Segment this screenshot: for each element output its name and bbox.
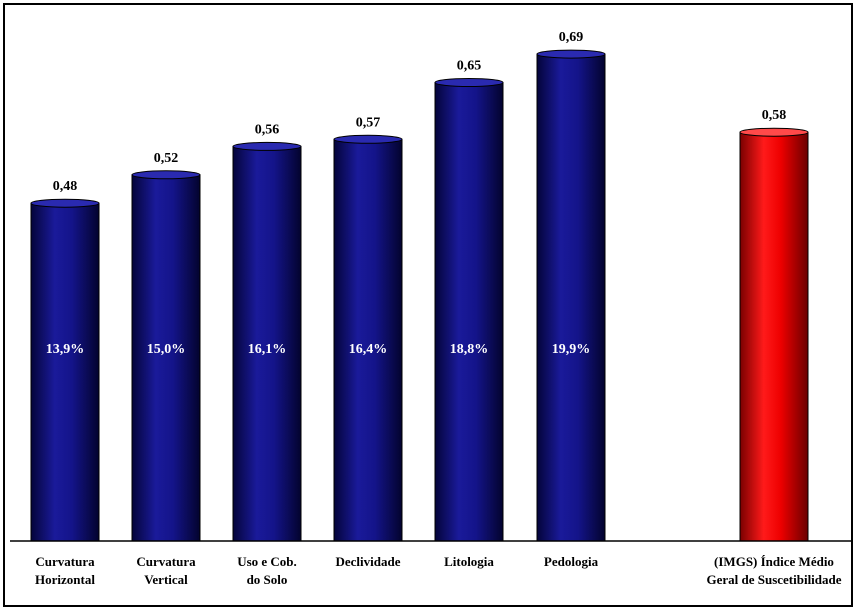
- percent-label-2: 16,1%: [248, 342, 287, 357]
- bar-3: [333, 138, 403, 542]
- category-label-1-1: Vertical: [144, 572, 188, 587]
- category-label-0-1: Horizontal: [35, 572, 95, 587]
- value-label-1: 0,52: [154, 151, 179, 166]
- value-label-3: 0,57: [356, 115, 381, 130]
- value-label-2: 0,56: [255, 122, 280, 137]
- chart-frame: 0,48 13,9% Curvatura Horizontal 0,52 15,0% Cur…: [3, 3, 853, 607]
- category-label-0-0: Curvatura: [35, 554, 95, 569]
- category-label-6-0: (IMGS) Índice Médio: [714, 554, 834, 569]
- bar-1: [131, 174, 201, 542]
- bar-chart: 0,48 13,9% Curvatura Horizontal 0,52 15,0% Cur…: [10, 30, 851, 587]
- bar-cap-3: [333, 134, 403, 144]
- category-label-1-0: Curvatura: [136, 554, 196, 569]
- bar-cap-4: [434, 78, 504, 87]
- bar-4: [434, 82, 504, 542]
- category-label-6-1: Geral de Suscetibilidade: [706, 572, 841, 587]
- category-label-2-0: Uso e Cob.: [237, 554, 297, 569]
- labels-layer: 0,48 13,9% Curvatura Horizontal 0,52 15,0% Cur…: [35, 30, 842, 587]
- bar-cap-2: [232, 141, 302, 151]
- bars-layer: [30, 49, 809, 542]
- bar-cap-5: [536, 49, 606, 59]
- category-label-4-0: Litologia: [444, 554, 494, 569]
- value-label-5: 0,69: [559, 30, 584, 45]
- bar-cap-6: [739, 127, 809, 137]
- bar-6: [739, 131, 809, 542]
- value-label-0: 0,48: [53, 179, 78, 194]
- category-label-3-0: Declividade: [336, 554, 401, 569]
- value-label-6: 0,58: [762, 108, 787, 123]
- percent-label-0: 13,9%: [46, 342, 85, 357]
- bar-5: [536, 53, 606, 542]
- percent-label-1: 15,0%: [147, 342, 186, 357]
- bar-cap-0: [30, 198, 100, 208]
- bar-2: [232, 145, 302, 542]
- percent-label-3: 16,4%: [349, 342, 388, 357]
- percent-label-4: 18,8%: [450, 342, 489, 357]
- percent-label-5: 19,9%: [552, 342, 591, 357]
- bar-0: [30, 202, 100, 542]
- category-label-5-0: Pedologia: [544, 554, 599, 569]
- category-label-2-1: do Solo: [247, 572, 288, 587]
- value-label-4: 0,65: [457, 59, 482, 74]
- bar-cap-1: [131, 170, 201, 180]
